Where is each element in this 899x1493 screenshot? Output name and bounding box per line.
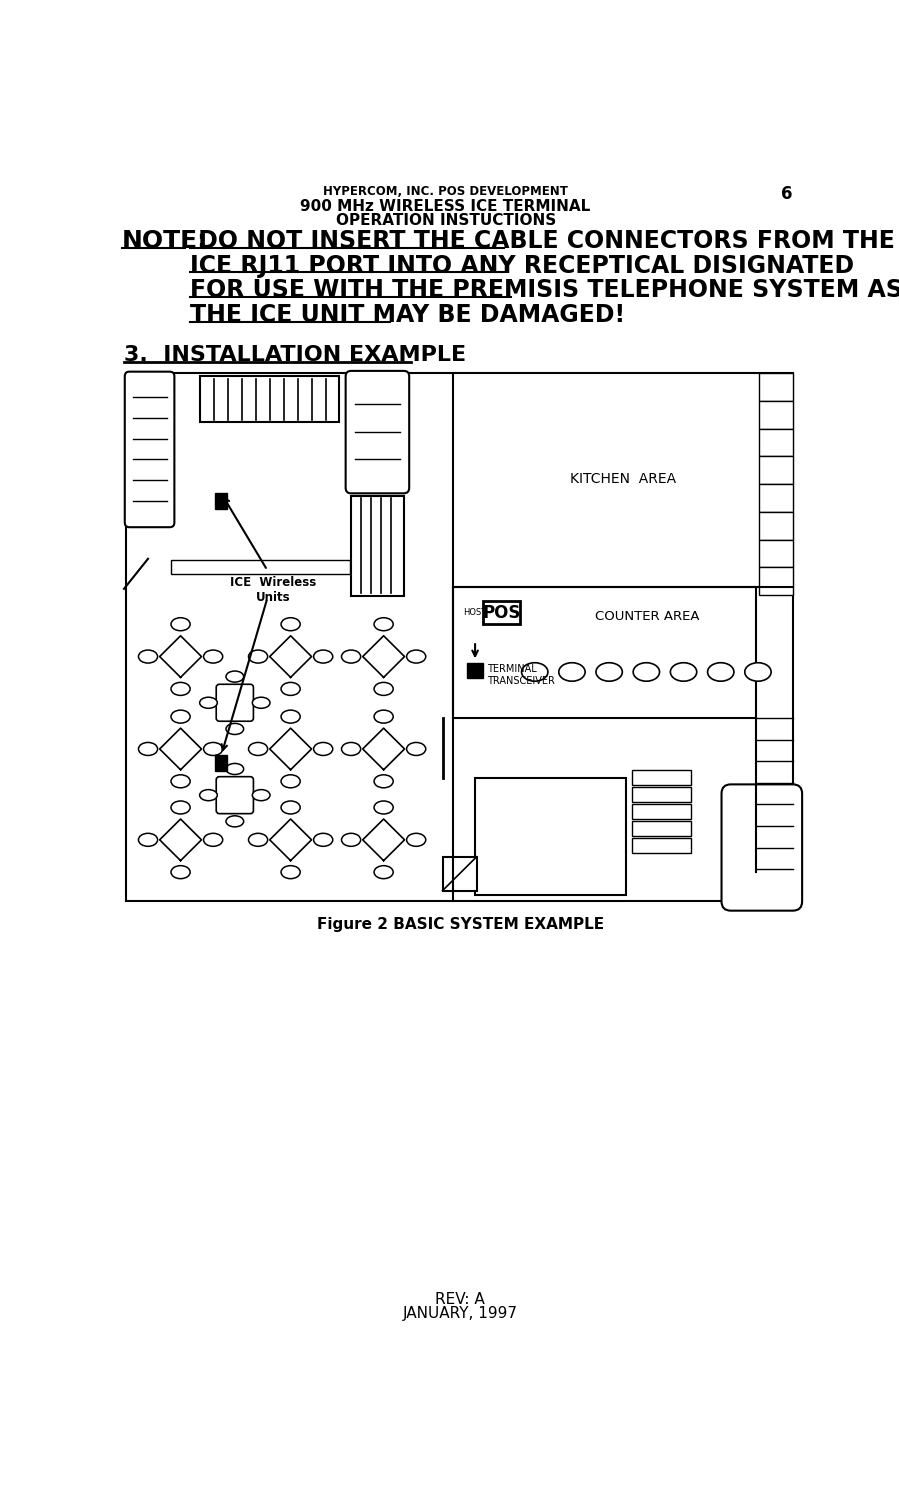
FancyBboxPatch shape bbox=[345, 370, 409, 493]
Ellipse shape bbox=[406, 833, 426, 847]
Ellipse shape bbox=[281, 682, 300, 696]
Bar bbox=[759, 428, 793, 457]
Ellipse shape bbox=[203, 742, 223, 755]
Bar bbox=[483, 602, 520, 624]
Text: 900 MHz WIRELESS ICE TERMINAL: 900 MHz WIRELESS ICE TERMINAL bbox=[300, 199, 591, 213]
Ellipse shape bbox=[342, 742, 360, 755]
Text: TERMINAL
TRANSCEIVER: TERMINAL TRANSCEIVER bbox=[487, 664, 556, 685]
Text: HYPERCOM, INC. POS DEVELOPMENT: HYPERCOM, INC. POS DEVELOPMENT bbox=[323, 185, 568, 199]
Ellipse shape bbox=[171, 682, 191, 696]
Ellipse shape bbox=[559, 663, 585, 681]
Text: ICE RJ11 PORT INTO ANY RECEPTICAL DISIGNATED: ICE RJ11 PORT INTO ANY RECEPTICAL DISIGN… bbox=[190, 254, 854, 278]
Ellipse shape bbox=[138, 742, 157, 755]
Ellipse shape bbox=[138, 649, 157, 663]
FancyBboxPatch shape bbox=[125, 372, 174, 527]
Ellipse shape bbox=[281, 866, 300, 879]
Text: COUNTER AREA: COUNTER AREA bbox=[595, 611, 699, 623]
Bar bbox=[759, 484, 793, 512]
Ellipse shape bbox=[226, 670, 244, 682]
Ellipse shape bbox=[171, 711, 191, 723]
Ellipse shape bbox=[374, 682, 393, 696]
Bar bbox=[475, 778, 627, 896]
Bar bbox=[759, 512, 793, 539]
Bar bbox=[442, 857, 476, 891]
Ellipse shape bbox=[744, 663, 771, 681]
Text: NOTE:: NOTE: bbox=[121, 230, 208, 254]
Ellipse shape bbox=[374, 800, 393, 814]
Ellipse shape bbox=[406, 742, 426, 755]
Bar bbox=[172, 560, 350, 575]
Bar bbox=[632, 770, 690, 785]
Bar bbox=[759, 373, 793, 402]
Text: FOR USE WITH THE PREMISIS TELEPHONE SYSTEM AS: FOR USE WITH THE PREMISIS TELEPHONE SYST… bbox=[190, 279, 899, 303]
Ellipse shape bbox=[171, 800, 191, 814]
Ellipse shape bbox=[281, 775, 300, 788]
Bar bbox=[632, 803, 690, 820]
Ellipse shape bbox=[374, 866, 393, 879]
Ellipse shape bbox=[521, 663, 547, 681]
Ellipse shape bbox=[281, 618, 300, 630]
Ellipse shape bbox=[633, 663, 660, 681]
Bar bbox=[632, 838, 690, 853]
Text: ICE  Wireless
Units: ICE Wireless Units bbox=[230, 576, 316, 605]
Ellipse shape bbox=[248, 649, 268, 663]
Text: JANUARY, 1997: JANUARY, 1997 bbox=[403, 1306, 518, 1321]
Ellipse shape bbox=[203, 649, 223, 663]
Ellipse shape bbox=[253, 790, 270, 800]
Ellipse shape bbox=[171, 866, 191, 879]
Bar bbox=[200, 376, 340, 423]
Ellipse shape bbox=[281, 711, 300, 723]
Ellipse shape bbox=[406, 649, 426, 663]
Ellipse shape bbox=[314, 742, 333, 755]
Text: Figure 2 BASIC SYSTEM EXAMPLE: Figure 2 BASIC SYSTEM EXAMPLE bbox=[316, 917, 604, 932]
Text: REV: A: REV: A bbox=[435, 1291, 485, 1306]
Ellipse shape bbox=[281, 800, 300, 814]
Bar bbox=[759, 539, 793, 567]
Ellipse shape bbox=[226, 763, 244, 775]
Ellipse shape bbox=[708, 663, 734, 681]
Bar bbox=[632, 787, 690, 802]
Bar bbox=[216, 493, 227, 509]
Ellipse shape bbox=[374, 775, 393, 788]
Bar bbox=[759, 457, 793, 484]
Ellipse shape bbox=[226, 815, 244, 827]
Text: 6: 6 bbox=[781, 185, 792, 203]
Bar bbox=[453, 587, 756, 718]
Bar bbox=[352, 496, 404, 596]
Ellipse shape bbox=[314, 833, 333, 847]
FancyBboxPatch shape bbox=[217, 684, 254, 721]
Ellipse shape bbox=[671, 663, 697, 681]
Bar bbox=[467, 663, 483, 678]
Bar bbox=[759, 567, 793, 594]
Bar bbox=[759, 402, 793, 428]
Ellipse shape bbox=[138, 833, 157, 847]
FancyBboxPatch shape bbox=[722, 784, 802, 911]
Ellipse shape bbox=[171, 775, 191, 788]
Bar bbox=[216, 755, 227, 770]
Ellipse shape bbox=[596, 663, 622, 681]
Text: DO NOT INSERT THE CABLE CONNECTORS FROM THE: DO NOT INSERT THE CABLE CONNECTORS FROM … bbox=[190, 230, 895, 254]
FancyBboxPatch shape bbox=[217, 776, 254, 814]
Ellipse shape bbox=[171, 618, 191, 630]
Text: HOST: HOST bbox=[463, 608, 486, 617]
Text: KITCHEN  AREA: KITCHEN AREA bbox=[570, 472, 676, 487]
Bar bbox=[632, 821, 690, 836]
Ellipse shape bbox=[342, 833, 360, 847]
Text: POS: POS bbox=[482, 603, 521, 621]
Ellipse shape bbox=[203, 833, 223, 847]
Ellipse shape bbox=[200, 790, 218, 800]
Ellipse shape bbox=[226, 724, 244, 735]
Ellipse shape bbox=[200, 697, 218, 708]
Ellipse shape bbox=[314, 649, 333, 663]
Text: THE ICE UNIT MAY BE DAMAGED!: THE ICE UNIT MAY BE DAMAGED! bbox=[190, 303, 625, 327]
Ellipse shape bbox=[374, 711, 393, 723]
Text: 3.  INSTALLATION EXAMPLE: 3. INSTALLATION EXAMPLE bbox=[124, 345, 466, 364]
Ellipse shape bbox=[342, 649, 360, 663]
Ellipse shape bbox=[248, 742, 268, 755]
Text: OPERATION INSTUCTIONS: OPERATION INSTUCTIONS bbox=[335, 213, 556, 228]
Bar bbox=[127, 373, 793, 902]
Ellipse shape bbox=[248, 833, 268, 847]
Ellipse shape bbox=[253, 697, 270, 708]
Ellipse shape bbox=[374, 618, 393, 630]
